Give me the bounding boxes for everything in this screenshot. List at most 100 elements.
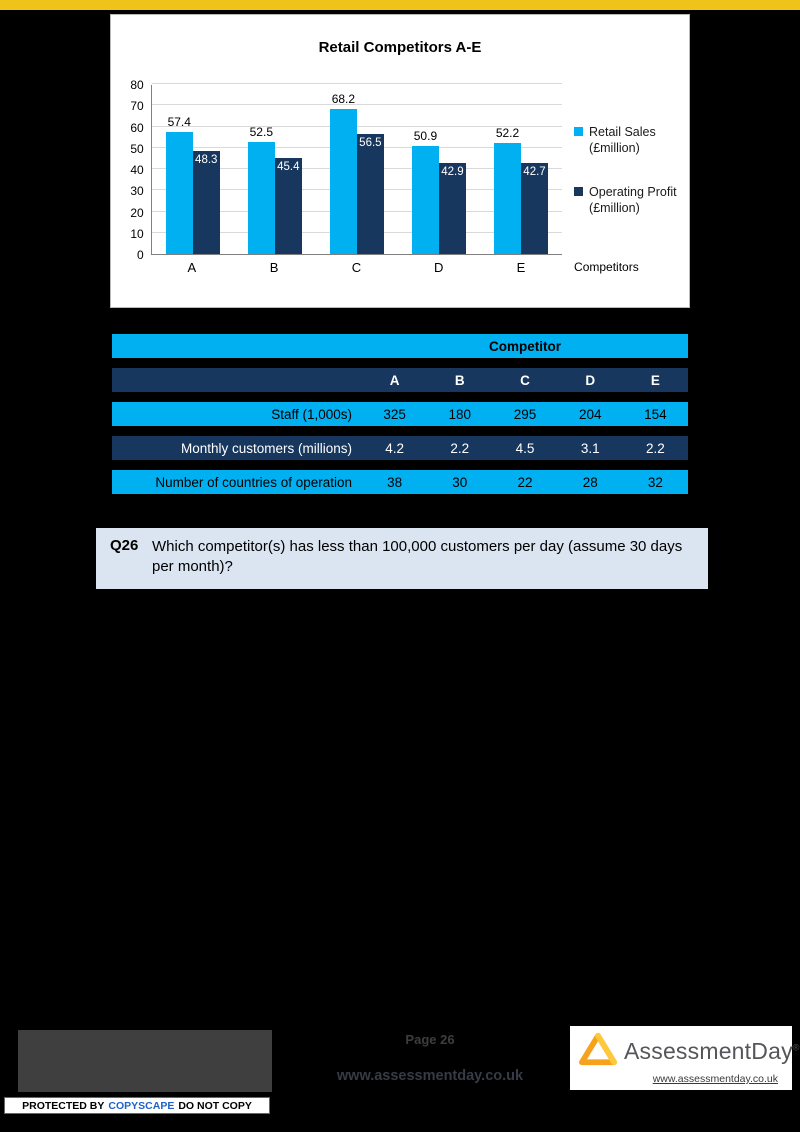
bar: 56.5	[356, 133, 384, 254]
table-row: Staff (1,000s) 325 180 295 204 154	[112, 402, 688, 426]
legend-label: Operating Profit (£million)	[589, 185, 677, 216]
bar-group-B: 52.5 45.4	[234, 85, 316, 254]
footer-info-box	[18, 1030, 272, 1092]
bar-value-label: 48.3	[195, 154, 218, 167]
table-row: Monthly customers (millions) 4.2 2.2 4.5 3.1…	[112, 436, 688, 460]
table-cell: 38	[387, 474, 403, 490]
table-cell: 3.1	[580, 440, 600, 456]
legend-label: Retail Sales (£million)	[589, 124, 656, 155]
x-axis-title: Competitors	[574, 260, 639, 274]
registered-mark: ®	[792, 1042, 800, 1053]
row-label: Number of countries of operation	[155, 474, 352, 490]
chart-body: 0 10 20 30 40 50 60 70 80 57.4 48.3 52.5 45.4 68.2 56…	[119, 79, 689, 261]
y-tick-label: 70	[130, 99, 144, 114]
bar: 42.7	[521, 163, 548, 254]
bar: 42.9	[438, 162, 466, 254]
y-tick-label: 60	[130, 120, 144, 135]
bar-group-D: 50.9 42.9	[398, 85, 480, 254]
table-row: Competitor	[112, 334, 688, 358]
category-label: E	[516, 260, 526, 275]
bar-value-label: 52.5	[249, 125, 273, 140]
legend-entry: Retail Sales (£million)	[574, 124, 689, 157]
table-cell: 30	[452, 474, 468, 490]
question-block: Q26 Which competitor(s) has less than 10…	[96, 528, 708, 589]
gridline	[151, 125, 563, 127]
table-cell: 32	[647, 474, 663, 490]
bar-group-C: 68.2 56.5	[316, 85, 398, 254]
table-row: A B C D E	[112, 368, 688, 392]
column-header: A	[389, 372, 400, 388]
column-header: B	[454, 372, 465, 388]
gridline	[151, 104, 563, 106]
category-label: A	[187, 260, 197, 275]
copyscape-do-not-copy: DO NOT COPY	[178, 1099, 252, 1112]
table-cell: 180	[448, 406, 472, 422]
table-row: Number of countries of operation 38 30 22 28…	[112, 470, 688, 494]
question-text: Which competitor(s) has less than 100,00…	[152, 538, 683, 576]
brand-name: AssessmentDay®	[624, 1038, 800, 1064]
footer-center-url[interactable]: www.assessmentday.co.uk	[336, 1068, 524, 1084]
bar-value-label: 42.7	[523, 166, 546, 179]
data-table: Competitor A B C D E Staff (1,000s) 325 180 295 20…	[112, 334, 688, 504]
table-cell: 154	[644, 406, 667, 422]
y-tick-label: 20	[130, 205, 144, 220]
table-cell: 2.2	[450, 440, 470, 456]
column-header: C	[520, 372, 530, 388]
bar-value-label: 42.9	[441, 165, 464, 178]
plot-area: 57.4 48.3 52.5 45.4 68.2 56.5 50.9 42.9 52.2 42.7	[150, 83, 563, 255]
table-cell: 28	[582, 474, 598, 490]
category-label: B	[269, 260, 279, 275]
bar: 45.4	[274, 157, 302, 254]
legend: Retail Sales (£million) Operating Profit (£…	[574, 85, 689, 255]
bar-value-label: 45.4	[277, 160, 300, 173]
copyscape-protected-by: PROTECTED BY	[22, 1099, 105, 1112]
bar-value-label: 52.2	[495, 126, 520, 141]
table-cell: 295	[513, 406, 537, 422]
category-label: C	[351, 260, 362, 275]
footer-page-label: Page 26	[405, 1032, 455, 1047]
table-header: Competitor	[489, 338, 561, 354]
bar-group-A: 57.4 48.3	[152, 85, 234, 254]
table-cell: 2.2	[646, 440, 665, 456]
table-cell: 22	[517, 474, 533, 490]
y-tick-label: 10	[130, 226, 144, 241]
brand-url-link[interactable]: www.assessmentday.co.uk	[652, 1073, 778, 1085]
y-tick-label: 30	[130, 184, 144, 199]
category-label: D	[433, 260, 444, 275]
bar-group-E: 52.2 42.7	[480, 85, 562, 254]
x-axis-labels: A B C D E Competitors	[119, 255, 689, 275]
table-cell: 4.2	[385, 440, 404, 456]
legend-swatch	[574, 126, 584, 136]
category-labels: A B C D E	[151, 255, 562, 275]
chart-title: Retail Competitors A-E	[318, 39, 482, 56]
y-axis: 0 10 20 30 40 50 60 70 80	[119, 79, 151, 261]
legend-entry: Operating Profit (£million)	[574, 184, 689, 217]
question-number: Q26	[110, 537, 139, 554]
bar: 52.2	[494, 126, 521, 254]
table-cell: 325	[383, 406, 406, 422]
table-cell: 4.5	[515, 440, 535, 456]
x-axis-spacer	[119, 255, 151, 275]
bar: 50.9	[411, 129, 439, 254]
column-header: D	[585, 372, 596, 388]
bar: 52.5	[247, 125, 275, 254]
copyscape-badge[interactable]: PROTECTED BY COPYSCAPE DO NOT COPY	[4, 1097, 270, 1114]
bar: 57.4	[165, 115, 193, 254]
row-label: Staff (1,000s)	[271, 406, 352, 422]
brand-row: AssessmentDay®	[578, 1031, 799, 1072]
legend-swatch	[574, 187, 584, 196]
y-tick-label: 40	[130, 163, 144, 177]
bar: 48.3	[192, 151, 220, 254]
bar-value-label: 57.4	[167, 115, 191, 130]
y-tick-label: 0	[137, 248, 144, 262]
top-yellow-bar	[0, 0, 800, 10]
y-tick-label: 50	[130, 141, 144, 156]
bar-value-label: 50.9	[413, 128, 438, 143]
column-header: E	[650, 372, 660, 388]
assessmentday-logo-icon	[578, 1031, 618, 1072]
assessmentday-brand-box: AssessmentDay® www.assessmentday.co.uk	[570, 1026, 799, 1090]
gridline	[151, 83, 563, 84]
chart-card: Retail Competitors A-E 0 10 20 30 40 50 60 70 80…	[110, 14, 690, 308]
copyscape-brand: COPYSCAPE	[108, 1099, 175, 1112]
bar-value-label: 56.5	[359, 136, 382, 149]
